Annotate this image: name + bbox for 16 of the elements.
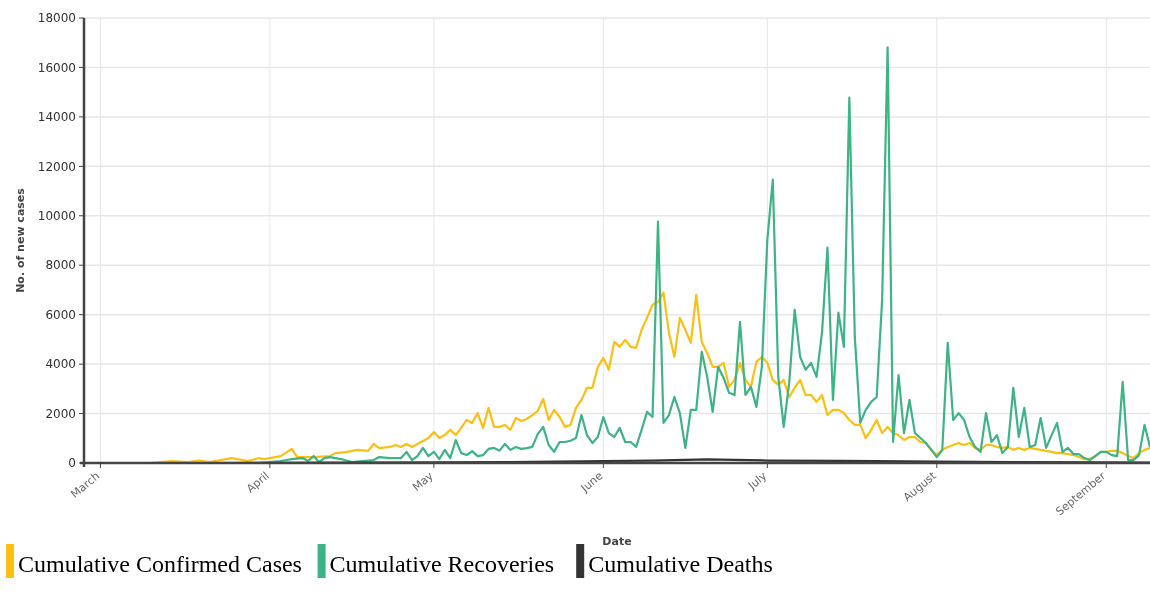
legend-label: Cumulative Confirmed Cases xyxy=(18,551,302,577)
y-tick-label: 2000 xyxy=(45,406,76,421)
legend-label: Cumulative Recoveries xyxy=(329,551,555,577)
x-tick-label: May xyxy=(410,469,437,494)
y-tick-label: 0 xyxy=(68,456,76,471)
y-tick-label: 10000 xyxy=(37,208,76,223)
y-tick-label: 12000 xyxy=(37,159,76,174)
y-tick-label: 8000 xyxy=(45,258,76,273)
y-tick-label: 14000 xyxy=(37,110,76,125)
y-axis-title: No. of new cases xyxy=(14,187,27,293)
legend-label: Cumulative Deaths xyxy=(588,551,773,577)
y-tick-label: 4000 xyxy=(45,357,76,372)
y-tick-label: 16000 xyxy=(37,60,76,75)
y-tick-label: 18000 xyxy=(37,11,76,26)
x-axis-title: Date xyxy=(602,535,632,548)
y-tick-label: 6000 xyxy=(45,307,76,322)
